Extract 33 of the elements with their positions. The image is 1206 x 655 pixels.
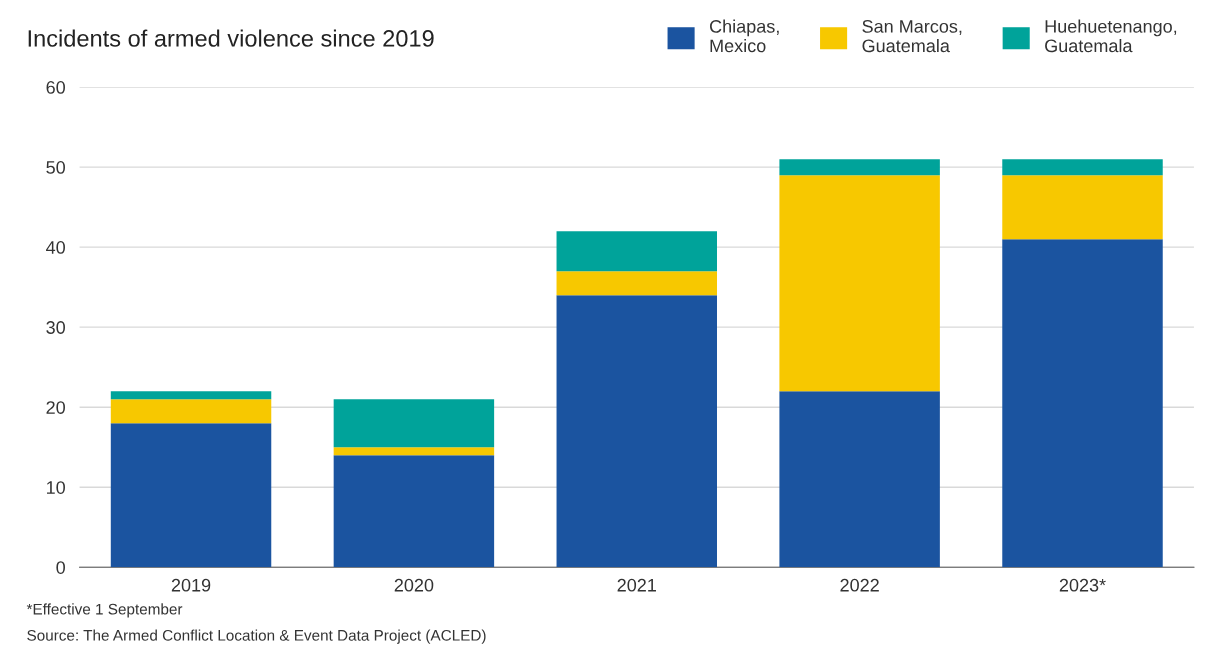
bar bbox=[333, 447, 495, 456]
y-tick-label: 0 bbox=[56, 561, 65, 574]
bar bbox=[1002, 175, 1163, 240]
y-tick-label: 40 bbox=[46, 241, 65, 254]
x-tick-label: 2023* bbox=[1059, 578, 1106, 592]
source-note: Source: The Armed Conflict Location & Event Data Project (ACLED) bbox=[27, 629, 486, 644]
text: *Effective 1 September bbox=[26, 603, 183, 618]
bar bbox=[779, 175, 940, 392]
y-tick-label: 50 bbox=[46, 161, 65, 174]
bar bbox=[556, 271, 717, 296]
chart-title: Incidents of armed violence since 2019 bbox=[28, 29, 434, 47]
bar bbox=[779, 159, 940, 176]
bar bbox=[333, 455, 495, 568]
legend-label: Huehuetenango, Guatemala bbox=[1045, 19, 1177, 53]
y-tick-label: 60 bbox=[46, 81, 65, 94]
y-tick-label: 10 bbox=[47, 481, 65, 494]
bar bbox=[110, 391, 272, 400]
y-tick-label: 20 bbox=[46, 401, 65, 414]
x-tick-label: 2019 bbox=[171, 578, 211, 592]
bar bbox=[110, 423, 272, 568]
x-tick-label: 2020 bbox=[394, 578, 434, 592]
bar bbox=[1002, 239, 1163, 568]
legend-label: San Marcos, Guatemala bbox=[862, 20, 962, 53]
legend-label: Chiapas, Mexico bbox=[709, 19, 779, 53]
bar bbox=[333, 399, 495, 448]
bar bbox=[1002, 159, 1163, 176]
x-tick-label: 2021 bbox=[617, 578, 656, 592]
bar bbox=[556, 295, 717, 568]
x-tick-label: 2022 bbox=[840, 578, 879, 592]
bar bbox=[779, 391, 940, 568]
bar bbox=[110, 399, 272, 424]
y-tick-label: 30 bbox=[46, 321, 65, 334]
bar bbox=[556, 231, 717, 272]
